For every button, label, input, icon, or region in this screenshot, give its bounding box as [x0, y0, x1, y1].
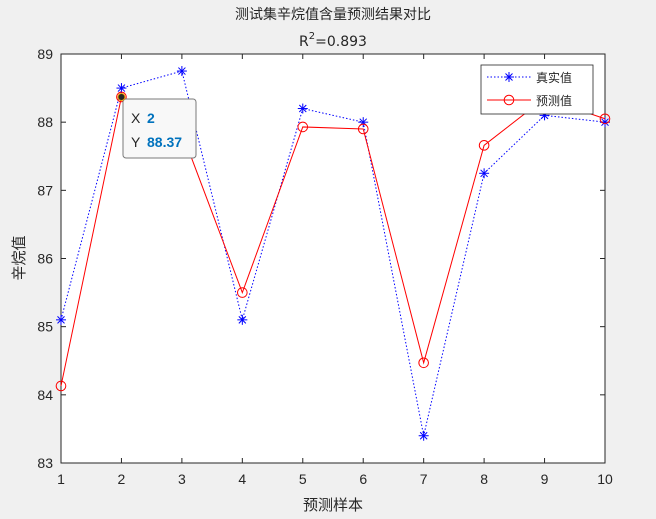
datatip-point — [117, 92, 126, 101]
x-tick-label: 7 — [420, 471, 428, 487]
legend-marker-true — [504, 72, 514, 82]
datatip[interactable]: X 2 Y 88.37 — [122, 98, 197, 159]
datatip-x-label: X — [131, 110, 141, 126]
y-axis-label: 辛烷值 — [10, 235, 28, 280]
series-line-1 — [60, 70, 606, 436]
x-axis-label: 预测样本 — [303, 496, 363, 514]
x-tick-label: 2 — [118, 471, 126, 487]
data-point-asterisk — [418, 430, 429, 441]
data-point-asterisk — [479, 168, 490, 179]
x-tick-label: 10 — [597, 471, 613, 487]
chart-subtitle: R2=0.893 — [299, 31, 367, 50]
legend-marker-pred — [503, 94, 515, 106]
data-point-circle — [478, 140, 490, 151]
y-tick-label: 89 — [37, 46, 53, 62]
datatip-y-label: Y — [131, 134, 141, 150]
data-point-asterisk — [176, 66, 187, 77]
datatip-box — [122, 98, 197, 159]
legend-label-true: 真实值 — [536, 70, 572, 85]
data-point-asterisk — [297, 103, 308, 114]
data-point-circle — [418, 357, 429, 369]
data-point-circle — [297, 121, 309, 133]
legend-label-pred: 预测值 — [536, 93, 572, 108]
data-point-asterisk — [116, 83, 127, 94]
x-tick-label: 4 — [238, 471, 246, 487]
data-point-circle — [237, 287, 248, 298]
legend[interactable]: 真实值 预测值 — [480, 64, 594, 115]
x-tick-label: 6 — [359, 471, 367, 487]
y-tick-label: 88 — [37, 114, 53, 130]
y-tick-label: 87 — [37, 182, 53, 198]
x-tick-label: 8 — [480, 471, 488, 487]
chart-title: 测试集辛烷值含量预测结果对比 — [235, 6, 431, 23]
data-point-circle — [357, 123, 369, 135]
y-tick-label: 84 — [37, 387, 53, 403]
x-tick-label: 9 — [541, 471, 549, 487]
x-tick-label: 1 — [57, 471, 65, 487]
x-tick-label: 3 — [178, 471, 186, 487]
y-tick-label: 86 — [37, 251, 53, 267]
data-point-circle — [55, 380, 67, 392]
y-tick-label: 85 — [37, 319, 53, 335]
datatip-x-value: 2 — [147, 110, 155, 126]
data-point-asterisk — [237, 314, 248, 325]
data-point-circle — [599, 113, 611, 125]
data-point-circle — [116, 91, 127, 103]
x-tick-label: 5 — [299, 471, 307, 487]
y-tick-label: 83 — [37, 455, 53, 471]
data-point-asterisk — [56, 314, 66, 325]
legend-box — [480, 64, 594, 115]
datatip-y-value: 88.37 — [147, 134, 182, 150]
datatip-point-layer — [117, 92, 126, 101]
